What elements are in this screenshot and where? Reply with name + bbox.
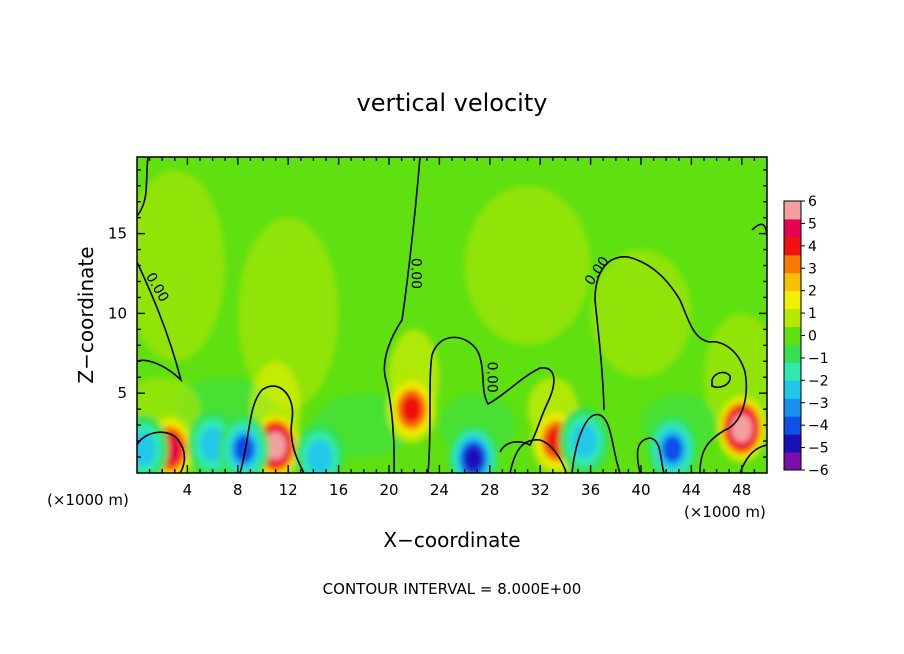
colorbar-swatch (784, 218, 801, 238)
colorbar-tick-label: 5 (808, 216, 817, 232)
x-tick-label: 40 (631, 481, 650, 499)
zero-contour-line (137, 431, 186, 473)
zero-contour-line (636, 437, 665, 473)
colorbar-tick-label: −4 (808, 418, 829, 434)
colorbar-tick-label: −5 (808, 441, 829, 457)
velocity-cell (307, 440, 333, 473)
colorbar-swatch (784, 362, 801, 381)
colorbar (783, 200, 805, 471)
x-tick-label: 16 (329, 481, 348, 499)
x-unit-label-left: (×1000 m) (47, 491, 129, 509)
colorbar-tick-label: 3 (808, 261, 817, 277)
colorbar-tick-label: −2 (808, 373, 829, 389)
colorbar-swatch (784, 344, 801, 363)
colorbar-swatch (784, 272, 801, 292)
velocity-cell (401, 395, 423, 424)
y-axis-label: Z−coordinate (74, 246, 98, 383)
contour-interval-note: CONTOUR INTERVAL = 8.000E+00 (323, 580, 582, 598)
contour-label: 0.00 (408, 258, 424, 289)
zero-contour-line (239, 385, 305, 473)
zero-contour-line (509, 439, 567, 473)
field-region (237, 217, 339, 410)
colorbar-swatch (784, 434, 801, 453)
zero-contour-line (137, 261, 183, 383)
colorbar-tick-label: −6 (808, 463, 829, 479)
axis-ticks (137, 157, 767, 473)
colorbar-swatch (784, 254, 801, 274)
colorbar-tick-label: 4 (808, 239, 817, 255)
x-tick-label: 36 (581, 481, 600, 499)
zero-contour-line (594, 256, 748, 473)
velocity-cell (137, 432, 156, 466)
x-tick-label: 4 (183, 481, 193, 499)
colorbar-swatch (784, 236, 801, 256)
colorbar-tick-label: 6 (808, 194, 817, 210)
velocity-cell (200, 427, 226, 462)
colorbar-tick-label: −3 (808, 396, 829, 412)
x-tick-label: 28 (480, 481, 499, 499)
x-tick-label: 32 (531, 481, 550, 499)
velocity-cell (662, 435, 683, 464)
y-tick-label: 5 (117, 384, 127, 402)
x-tick-label: 8 (233, 481, 243, 499)
y-tick-label: 10 (108, 304, 127, 322)
zero-contour-line (137, 157, 149, 217)
x-tick-label: 44 (682, 481, 701, 499)
velocity-cell (571, 424, 597, 458)
velocity-cell (233, 435, 255, 464)
colorbar-tick-label: 2 (808, 284, 817, 300)
chart-title: vertical velocity (357, 89, 548, 117)
zero-contour-line (711, 371, 731, 389)
x-tick-label: 48 (732, 481, 751, 499)
y-tick-label: 15 (108, 225, 127, 243)
velocity-cell (734, 418, 750, 439)
field-region (464, 185, 591, 346)
colorbar-swatch (784, 201, 801, 220)
colorbar-tick-label: 1 (808, 306, 817, 322)
zero-contour-line (571, 413, 621, 473)
colorbar-swatch (784, 416, 801, 435)
colorbar-tick-labels: 6 5 4 3 2 1 0 −1 −2 −3 −4 −5 −6 (808, 194, 829, 479)
x-unit-label-right: (×1000 m) (684, 503, 766, 521)
colorbar-swatch (784, 380, 801, 399)
velocity-cell (268, 435, 283, 456)
velocity-field (137, 169, 767, 473)
colorbar-tick-label: −1 (808, 351, 829, 367)
colorbar-swatch (784, 452, 801, 471)
colorbar-swatch (784, 290, 801, 310)
zero-contour-line (427, 336, 555, 473)
zero-contours (137, 157, 767, 473)
x-tick-label: 24 (430, 481, 449, 499)
x-tick-label: 12 (279, 481, 298, 499)
colorbar-tick-label: 0 (808, 329, 817, 345)
zero-contour-line (383, 157, 421, 473)
colorbar-swatch (784, 326, 801, 345)
contour-label: 0.00 (483, 362, 499, 393)
x-tick-label: 20 (379, 481, 398, 499)
colorbar-swatch (784, 398, 801, 417)
plot-area: 0.00 0.000.000.00 (137, 157, 767, 473)
colorbar-swatch (784, 308, 801, 328)
velocity-cell (464, 446, 483, 471)
x-axis-label: X−coordinate (383, 528, 520, 552)
